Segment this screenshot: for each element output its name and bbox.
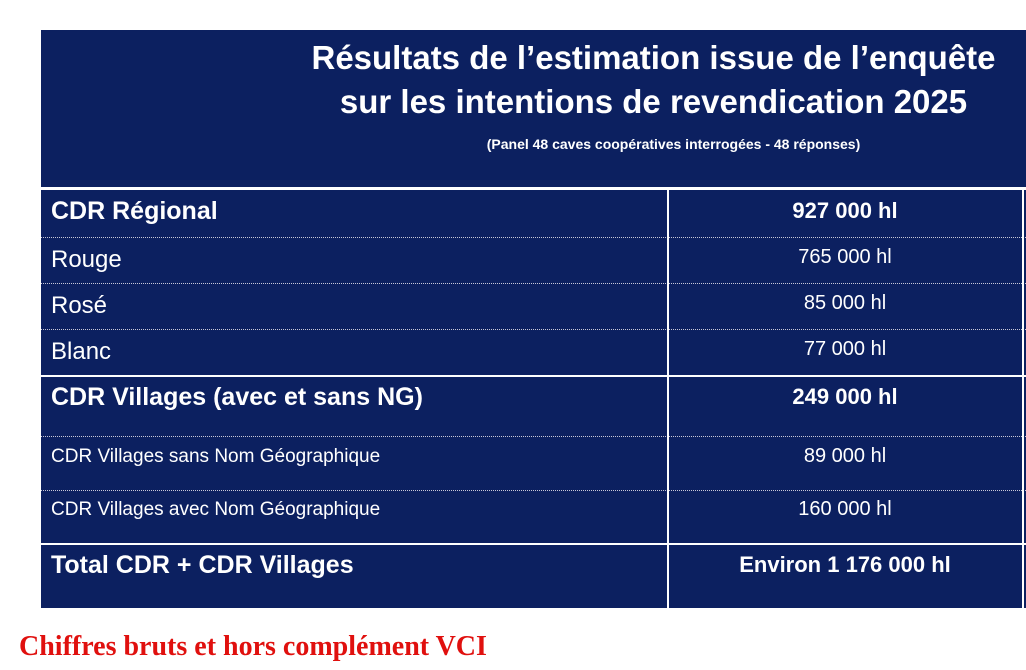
row-value-villages-sans-ng: 89 000 hl	[803, 445, 887, 467]
page-title: Résultats de l’estimation issue de l’enq…	[161, 36, 1026, 124]
row-value-villages-avec-ng: 160 000 hl	[798, 498, 892, 520]
row-label-blanc: Blanc	[51, 338, 112, 365]
row-value-total: Environ 1 176 000 hl	[739, 552, 951, 577]
title-line-1: Résultats de l’estimation issue de l’enq…	[311, 39, 996, 76]
row-label-cdr-villages: CDR Villages (avec et sans NG)	[51, 383, 423, 411]
header-separator	[41, 187, 1026, 190]
row-value-rose: 85 000 hl	[803, 292, 887, 314]
row-divider	[41, 490, 1026, 491]
row-divider	[41, 283, 1026, 284]
section-separator	[41, 375, 1026, 377]
row-label-villages-sans-ng: CDR Villages sans Nom Géographique	[51, 446, 381, 467]
footnote: Chiffres bruts et hors complément VCI	[19, 631, 487, 662]
panel-subtitle: (Panel 48 caves coopératives interrogées…	[486, 136, 861, 152]
column-separator	[667, 187, 669, 608]
row-label-total: Total CDR + CDR Villages	[51, 551, 354, 579]
row-divider	[41, 436, 1026, 437]
title-line-2: sur les intentions de revendication 2025	[339, 83, 968, 120]
column-separator-right	[1022, 187, 1024, 608]
row-label-rouge: Rouge	[51, 246, 122, 273]
row-label-cdr-regional: CDR Régional	[51, 197, 218, 225]
row-divider	[41, 329, 1026, 330]
row-value-rouge: 765 000 hl	[798, 246, 892, 268]
panel-header: Résultats de l’estimation issue de l’enq…	[41, 30, 1026, 187]
row-label-villages-avec-ng: CDR Villages avec Nom Géographique	[51, 499, 381, 520]
row-divider	[41, 237, 1026, 238]
row-value-cdr-regional: 927 000 hl	[792, 198, 898, 223]
section-separator	[41, 543, 1026, 545]
row-value-blanc: 77 000 hl	[803, 338, 887, 360]
row-label-rose: Rosé	[51, 292, 108, 319]
results-panel: Résultats de l’estimation issue de l’enq…	[41, 30, 1026, 608]
row-value-cdr-villages: 249 000 hl	[792, 384, 898, 409]
